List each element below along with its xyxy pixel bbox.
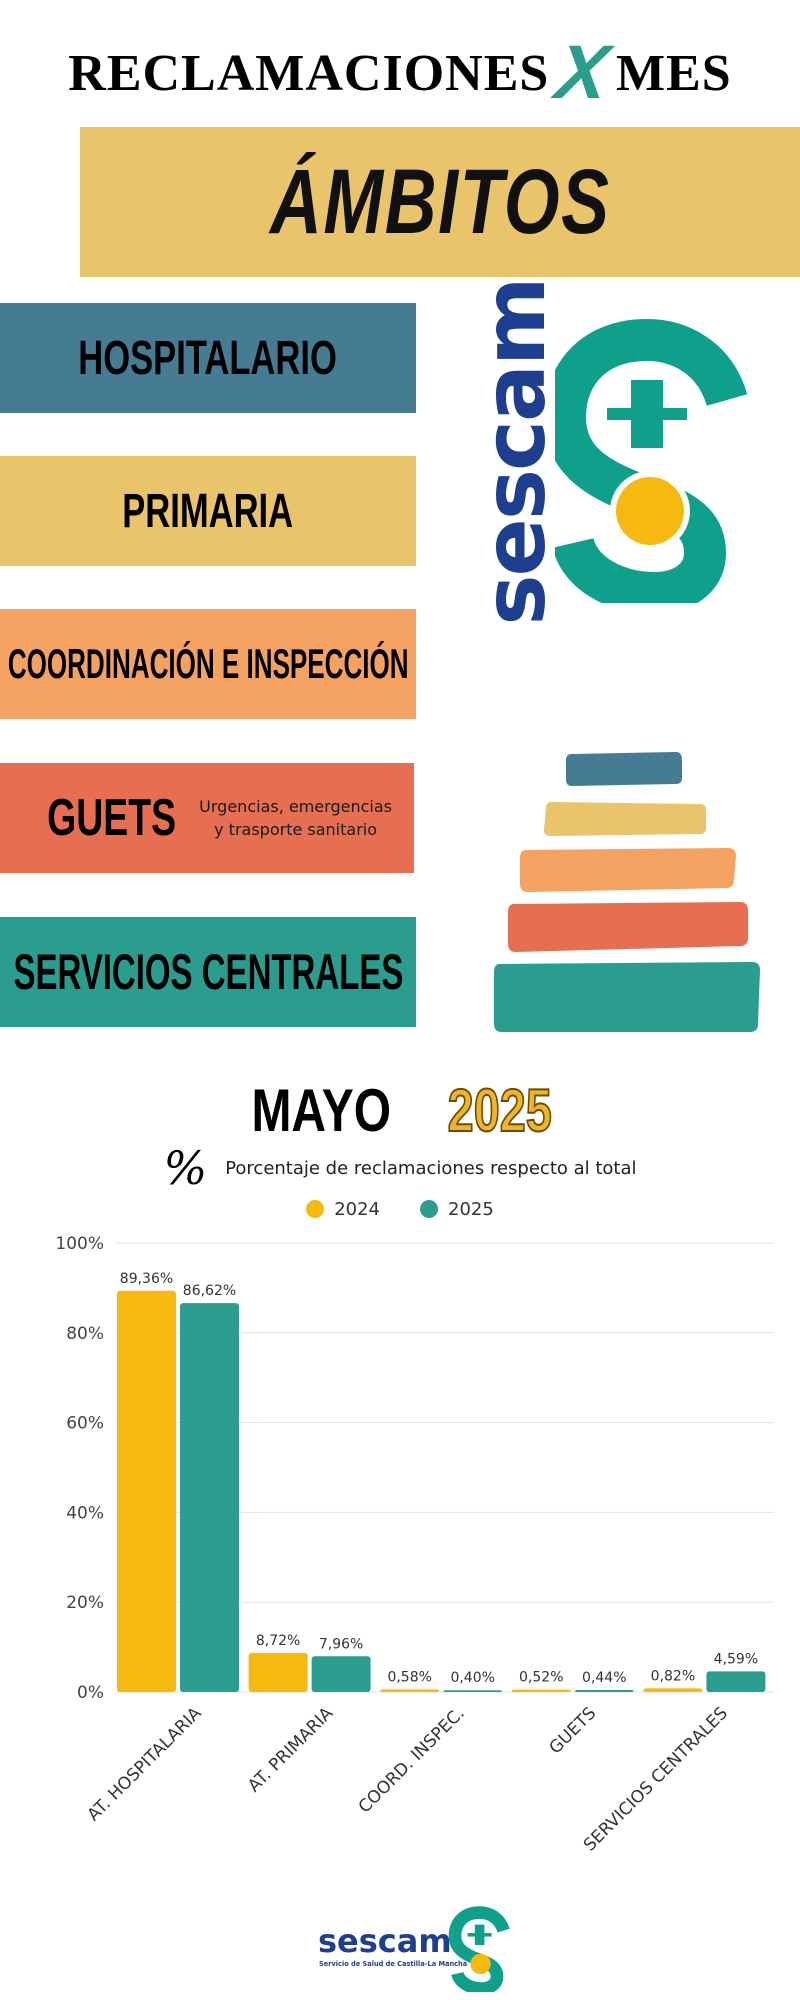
y-tick-label: 40% (66, 1503, 104, 1523)
block-yellow (544, 802, 706, 836)
bar-2024-0 (117, 1290, 176, 1692)
sescam-logo-word: sescam (465, 278, 565, 625)
bar-2025-1 (311, 1656, 371, 1692)
chart-subtitle: Porcentaje de reclamaciones respecto al … (225, 1157, 637, 1179)
data-label: 8,72% (256, 1633, 300, 1649)
bar-2024-1 (248, 1652, 308, 1692)
category-label: SERVICIOS CENTRALES (13, 944, 403, 1000)
title-left: RECLAMACIONES (68, 44, 550, 102)
title-x-mark: X (551, 30, 615, 115)
block-blue (566, 752, 682, 786)
data-label: 0,40% (450, 1670, 494, 1686)
legend-swatch-2025 (420, 1200, 438, 1218)
sescam-s-cross-icon (555, 318, 748, 603)
block-orange (520, 848, 736, 892)
y-tick-label: 80% (66, 1324, 104, 1344)
bar-2025-3 (574, 1690, 634, 1692)
x-tick-label: SERVICIOS CENTRALES (580, 1703, 732, 1855)
percent-icon: % (163, 1141, 208, 1195)
category-label: GUETS (47, 789, 177, 847)
chart-month-row: MAYO 2025 (0, 1070, 800, 1150)
category-label: HOSPITALARIO (78, 331, 338, 385)
category-coordinacion: COORDINACIÓN E INSPECCIÓN (0, 609, 416, 719)
legend-label-2024: 2024 (334, 1198, 380, 1220)
y-tick-label: 0% (77, 1683, 104, 1703)
title-right: MES (616, 44, 732, 102)
category-label: PRIMARIA (122, 484, 294, 538)
data-label: 0,52% (519, 1670, 563, 1686)
bar-2024-2 (380, 1689, 440, 1692)
footer-logo-word: sescam (318, 1922, 452, 1960)
x-tick-label: COORD. INSPEC. (355, 1703, 469, 1817)
data-label: 0,58% (387, 1669, 431, 1685)
block-teal (494, 962, 760, 1032)
y-tick-label: 20% (66, 1593, 104, 1613)
x-tick-label: AT. PRIMARIA (244, 1703, 337, 1796)
guets-description-line-2: y trasporte sanitario (214, 820, 378, 839)
data-label: 86,62% (183, 1283, 236, 1299)
category-servicios-centrales: SERVICIOS CENTRALES (0, 917, 416, 1027)
data-label: 0,82% (651, 1668, 695, 1684)
data-label: 0,44% (582, 1670, 626, 1686)
guets-description-line-1: Urgencias, emergencias (199, 797, 392, 816)
data-label: 4,59% (714, 1651, 758, 1667)
chart-year: 2025 (446, 1076, 552, 1145)
data-label: 89,36% (120, 1271, 173, 1287)
ambitos-title: ÁMBITOS (269, 150, 611, 253)
y-tick-label: 100% (55, 1234, 104, 1254)
page-title: RECLAMACIONES X MES (0, 30, 800, 115)
category-label: COORDINACIÓN E INSPECCIÓN (7, 640, 409, 687)
legend-item-2025: 2025 (420, 1199, 494, 1220)
chart-month: MAYO (251, 1076, 392, 1144)
sescam-logo-text: sescam (465, 278, 565, 626)
data-label: 7,96% (319, 1636, 363, 1652)
y-tick-label: 60% (66, 1414, 104, 1434)
x-tick-label: GUETS (546, 1703, 601, 1758)
bar-2024-4 (643, 1688, 703, 1692)
stacked-blocks-illustration (494, 752, 760, 1032)
bar-2025-2 (443, 1690, 503, 1692)
legend-item-2024: 2024 (306, 1199, 380, 1220)
footer-logo-tagline: Servicio de Salud de Castilla-La Mancha (319, 1960, 467, 1968)
category-guets: GUETS Urgencias, emergencias y trasporte… (0, 763, 414, 873)
x-tick-label: AT. HOSPITALARIA (84, 1703, 206, 1825)
ambitos-banner: ÁMBITOS (80, 127, 800, 277)
sescam-footer-logo: sescam Servicio de Salud de Castilla-La … (318, 1906, 510, 1992)
bar-2025-0 (180, 1303, 239, 1692)
chart-legend: 2024 2025 (0, 1194, 800, 1224)
legend-swatch-2024 (306, 1200, 325, 1218)
bar-chart: 0% 20% 40% 60% 80% 100% 89,36% 86,62% AT. HOSPIT… (55, 1234, 774, 1855)
footer-s-cross-icon (448, 1906, 510, 1992)
bar-2024-3 (511, 1689, 571, 1692)
chart-subtitle-row: % Porcentaje de reclamaciones respecto a… (0, 1140, 800, 1196)
bar-2025-4 (706, 1671, 766, 1692)
block-red (508, 902, 748, 952)
category-hospitalario: HOSPITALARIO (0, 303, 416, 413)
legend-label-2025: 2025 (448, 1198, 494, 1220)
guets-description: Urgencias, emergencias y trasporte sanit… (199, 795, 392, 841)
category-primaria: PRIMARIA (0, 456, 416, 566)
